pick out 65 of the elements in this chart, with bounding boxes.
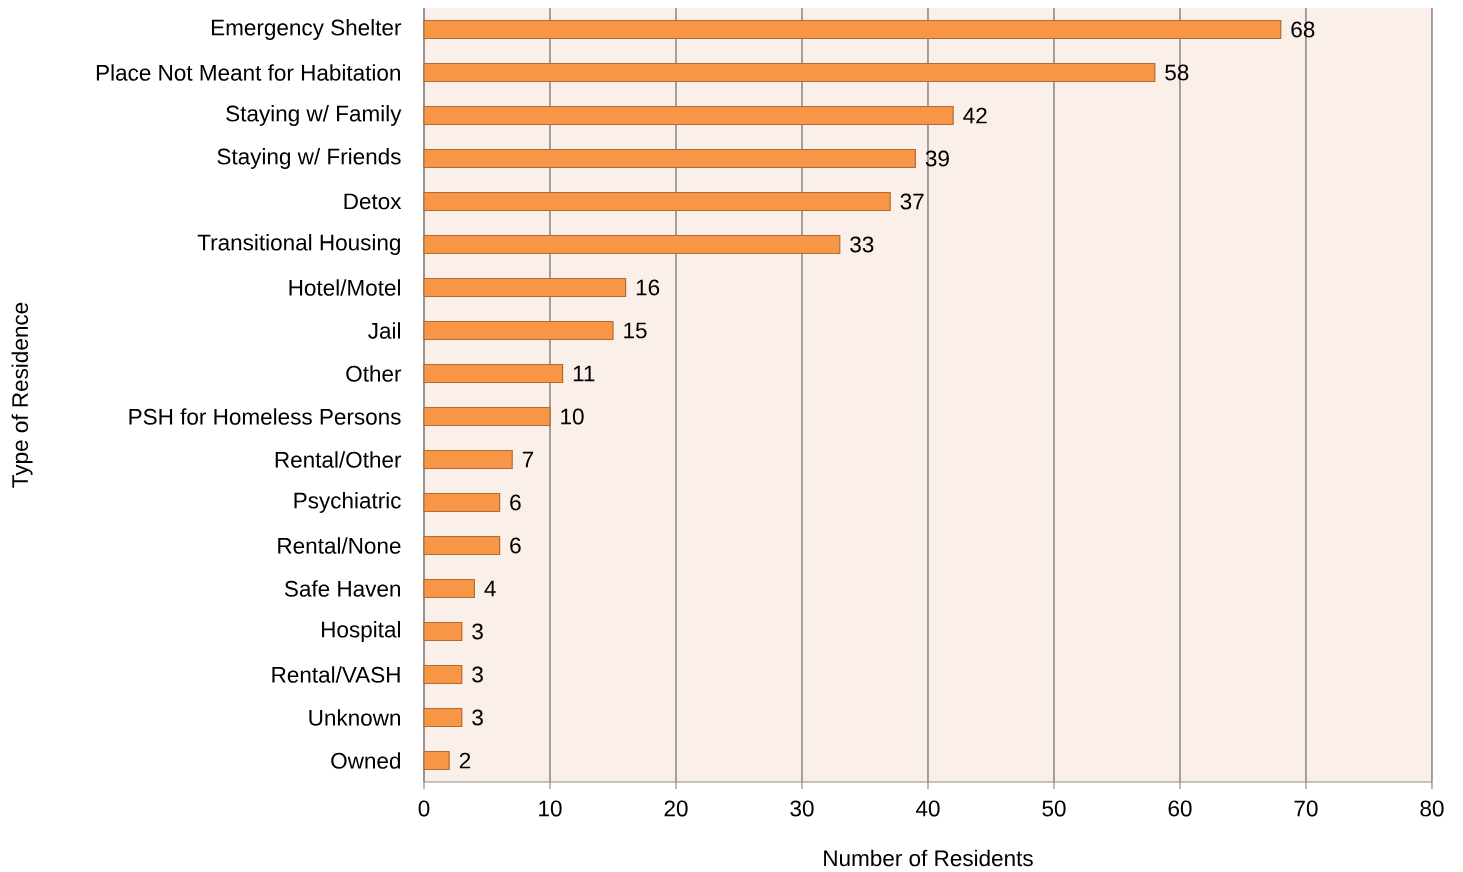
- bar: [423, 148, 916, 169]
- x-tick-label: 50: [1042, 800, 1066, 817]
- y-tick-label: Emergency Shelter: [211, 19, 402, 40]
- x-tick-label: 80: [1420, 800, 1444, 817]
- y-tick-label: Rental/None: [278, 537, 401, 554]
- data-label: 37: [900, 193, 924, 210]
- y-tick-label: Jail: [368, 322, 400, 339]
- bar: [423, 234, 841, 255]
- data-label: 2: [459, 752, 471, 769]
- data-label: 42: [963, 107, 987, 124]
- x-tick-label: 20: [664, 800, 688, 817]
- data-label: 58: [1165, 64, 1189, 81]
- bar: [423, 449, 513, 470]
- data-label: 11: [573, 365, 595, 382]
- data-label: 10: [561, 408, 584, 425]
- data-label: 15: [624, 322, 647, 339]
- data-label: 68: [1291, 21, 1315, 38]
- y-axis-title: Type of Residence: [11, 302, 33, 488]
- y-tick-label: Place Not Meant for Habitation: [96, 64, 400, 81]
- data-label: 6: [510, 494, 521, 511]
- bar: [423, 320, 614, 341]
- bar: [423, 19, 1282, 40]
- bar: [423, 750, 450, 771]
- y-tick-label: PSH for Homeless Persons: [129, 408, 401, 425]
- bar: [423, 191, 891, 212]
- y-tick-label: Staying w/ Family: [226, 105, 402, 126]
- x-tick-label: 40: [915, 800, 940, 817]
- y-tick-label: Other: [346, 365, 402, 382]
- x-axis-title: Number of Residents: [824, 849, 1033, 867]
- y-tick-label: Rental/Other: [275, 451, 402, 468]
- x-tick-label: 60: [1168, 800, 1192, 817]
- bar: [423, 363, 564, 384]
- bar: [423, 535, 501, 556]
- y-tick-label: Staying w/ Friends: [217, 148, 401, 169]
- x-tick-label: 10: [539, 800, 562, 817]
- y-tick-label: Hotel/Motel: [289, 279, 400, 296]
- bar: [423, 492, 501, 513]
- x-tick-label: 70: [1294, 800, 1318, 817]
- bar: [423, 277, 627, 298]
- bar: [423, 406, 551, 427]
- x-tick-label: 30: [790, 800, 814, 817]
- data-label: 4: [484, 580, 496, 597]
- data-label: 39: [925, 150, 949, 167]
- data-label: 3: [472, 709, 483, 726]
- bar: [423, 62, 1156, 83]
- bar: [423, 621, 463, 642]
- y-tick-label: Detox: [344, 193, 402, 210]
- bar: [423, 578, 475, 599]
- bar: [423, 105, 954, 126]
- y-tick-label: Hospital: [322, 621, 400, 642]
- data-label: 33: [850, 236, 874, 253]
- y-tick-label: Unknown: [309, 709, 400, 726]
- data-label: 6: [510, 537, 521, 554]
- data-label: 7: [522, 451, 534, 468]
- bar: [423, 664, 463, 685]
- bar: [423, 707, 463, 728]
- y-tick-label: Rental/VASH: [272, 666, 400, 683]
- data-label: 3: [472, 666, 483, 683]
- y-tick-label: Psychiatric: [294, 492, 401, 513]
- data-label: 16: [636, 279, 660, 296]
- y-tick-label: Transitional Housing: [197, 234, 400, 255]
- x-tick-label: 0: [418, 800, 430, 817]
- y-tick-label: Safe Haven: [284, 580, 400, 597]
- y-tick-label: Owned: [331, 752, 401, 769]
- data-label: 3: [472, 623, 483, 640]
